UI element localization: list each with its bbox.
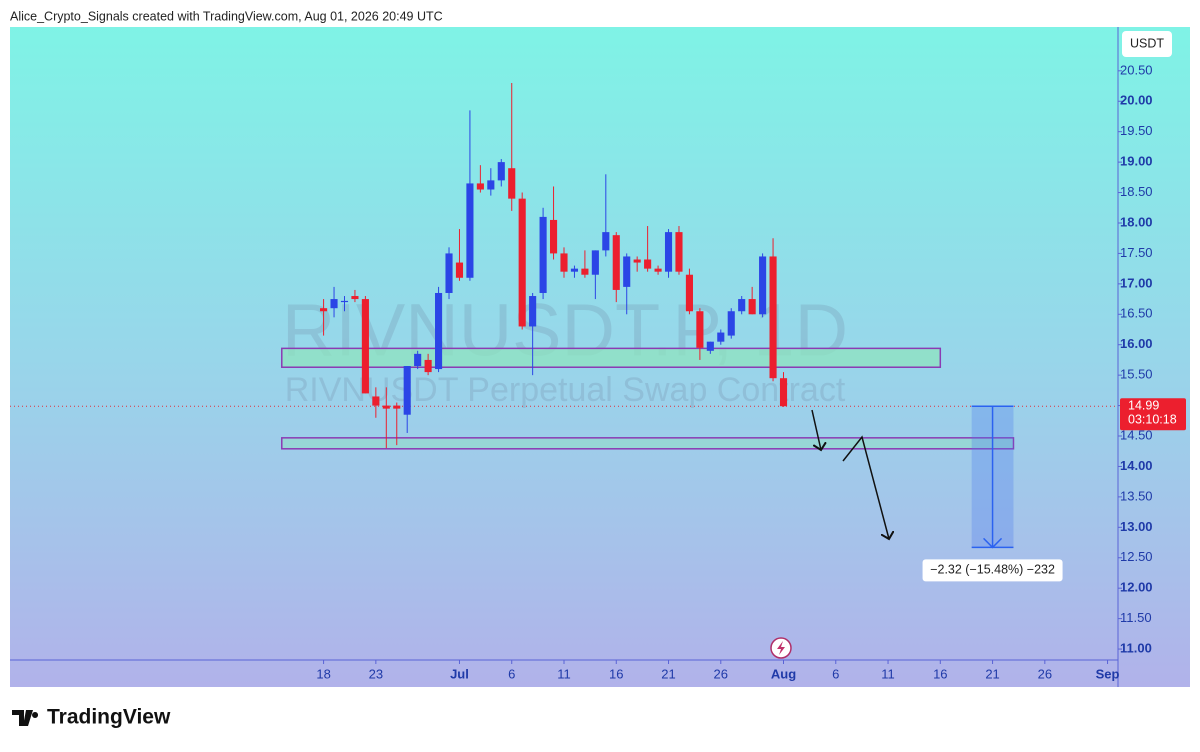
y-tick-label: 14.50 [1120, 427, 1153, 442]
y-tick-label: 14.00 [1120, 458, 1153, 473]
candle-body [644, 259, 652, 269]
measure-label: −2.32 (−15.48%) −232 [930, 563, 1055, 577]
y-tick-label: 11.50 [1120, 610, 1152, 625]
y-tick-label: 12.00 [1120, 580, 1153, 595]
currency-box[interactable] [1122, 31, 1172, 57]
y-tick-label: 20.00 [1120, 93, 1153, 108]
candle-body [560, 253, 568, 272]
candle-body [518, 198, 526, 327]
candle-body [706, 341, 714, 351]
candle-body [779, 378, 788, 407]
brand-name: TradingView [47, 706, 171, 729]
candle-body [424, 359, 432, 373]
candle-body [696, 311, 704, 348]
x-tick-label: 11 [881, 666, 895, 681]
candle-body [664, 232, 673, 272]
y-tick-label: 20.50 [1120, 62, 1153, 77]
y-tick-label: 19.00 [1120, 154, 1153, 169]
candle-body [435, 292, 443, 370]
x-tick-label: 16 [933, 666, 947, 681]
measure-arrowhead [983, 537, 1003, 549]
y-tick-label: 17.00 [1120, 275, 1153, 290]
candle-body [769, 256, 777, 379]
candle-body [570, 268, 579, 272]
candle-body [330, 299, 338, 309]
candle-body [759, 256, 767, 315]
zone [281, 437, 1015, 450]
candle-body [414, 353, 422, 367]
candle-body [685, 274, 693, 312]
x-tick-label: Jul [450, 666, 469, 681]
y-tick-label: 17.50 [1120, 245, 1153, 260]
y-tick-label: 12.50 [1120, 549, 1153, 564]
currency-label[interactable]: USDT [1130, 36, 1164, 50]
x-tick-label: 18 [316, 666, 330, 681]
x-tick-label: 21 [661, 666, 675, 681]
candle-body [455, 262, 464, 278]
candle-body [403, 366, 411, 415]
y-tick-label: 16.50 [1120, 306, 1153, 321]
candle-body [393, 405, 401, 409]
x-tick-label: 21 [985, 666, 999, 681]
candle-body [602, 232, 610, 251]
y-tick-label: 18.00 [1120, 214, 1153, 229]
x-tick-label: 26 [714, 666, 728, 681]
event-icon-bolt [777, 641, 785, 655]
candle-body [738, 299, 746, 312]
y-tick-label: 13.00 [1120, 519, 1153, 534]
y-tick-label: 13.50 [1120, 488, 1153, 503]
price-tag [1120, 398, 1186, 431]
candle-body [497, 162, 505, 181]
candle-body [320, 308, 328, 312]
measure-label-box [922, 559, 1063, 582]
arrow [811, 409, 821, 450]
y-tick-label: 18.50 [1120, 184, 1153, 199]
candle-body [445, 253, 453, 293]
logo-mark [12, 710, 39, 726]
x-tick-label: Aug [771, 666, 796, 681]
candle-body [382, 405, 390, 409]
price-tag-value: 14.99 [1128, 398, 1159, 412]
x-tick-label: 6 [832, 666, 839, 681]
y-tick-label: 19.50 [1120, 123, 1153, 138]
candle-body [591, 250, 599, 275]
x-tick-label: Sep [1096, 666, 1120, 681]
price-tag-countdown: 03:10:18 [1128, 412, 1177, 426]
candle-body [351, 296, 359, 300]
brand-logo: TradingView [12, 706, 171, 729]
candle-body [675, 232, 683, 272]
zone [281, 347, 942, 368]
candle-body [612, 235, 620, 290]
x-tick-label: 11 [557, 666, 571, 681]
header: Alice_Crypto_Signals created with Tradin… [10, 9, 443, 23]
candle-body [361, 299, 369, 394]
candle-body [476, 183, 484, 190]
y-tick-label: 16.00 [1120, 336, 1153, 351]
candle-body [372, 396, 380, 406]
y-tick-label: 11.00 [1120, 640, 1152, 655]
arrow [842, 435, 889, 539]
candle-body [748, 299, 756, 315]
x-tick-label: 23 [369, 666, 383, 681]
y-tick-label: 15.50 [1120, 367, 1153, 382]
candle-body [549, 219, 558, 254]
candle-body [727, 311, 735, 336]
candle-body [633, 259, 641, 263]
x-tick-label: 16 [609, 666, 623, 681]
candle-body [654, 268, 662, 272]
candle-body [340, 300, 349, 303]
candle-body [466, 183, 474, 278]
x-tick-label: 26 [1038, 666, 1052, 681]
drawn-arrows [811, 409, 889, 539]
x-tick-label: 6 [508, 666, 515, 681]
candle-body [717, 332, 725, 342]
candle-body [581, 268, 589, 275]
candle-body [623, 256, 631, 287]
candle-body [508, 168, 516, 199]
candle-body [539, 216, 547, 293]
candle-body [487, 180, 495, 190]
candle-body [529, 296, 537, 327]
